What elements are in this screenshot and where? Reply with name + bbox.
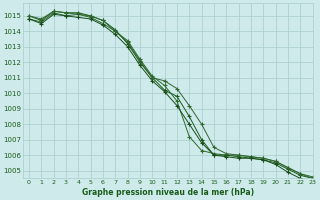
X-axis label: Graphe pression niveau de la mer (hPa): Graphe pression niveau de la mer (hPa) bbox=[82, 188, 254, 197]
